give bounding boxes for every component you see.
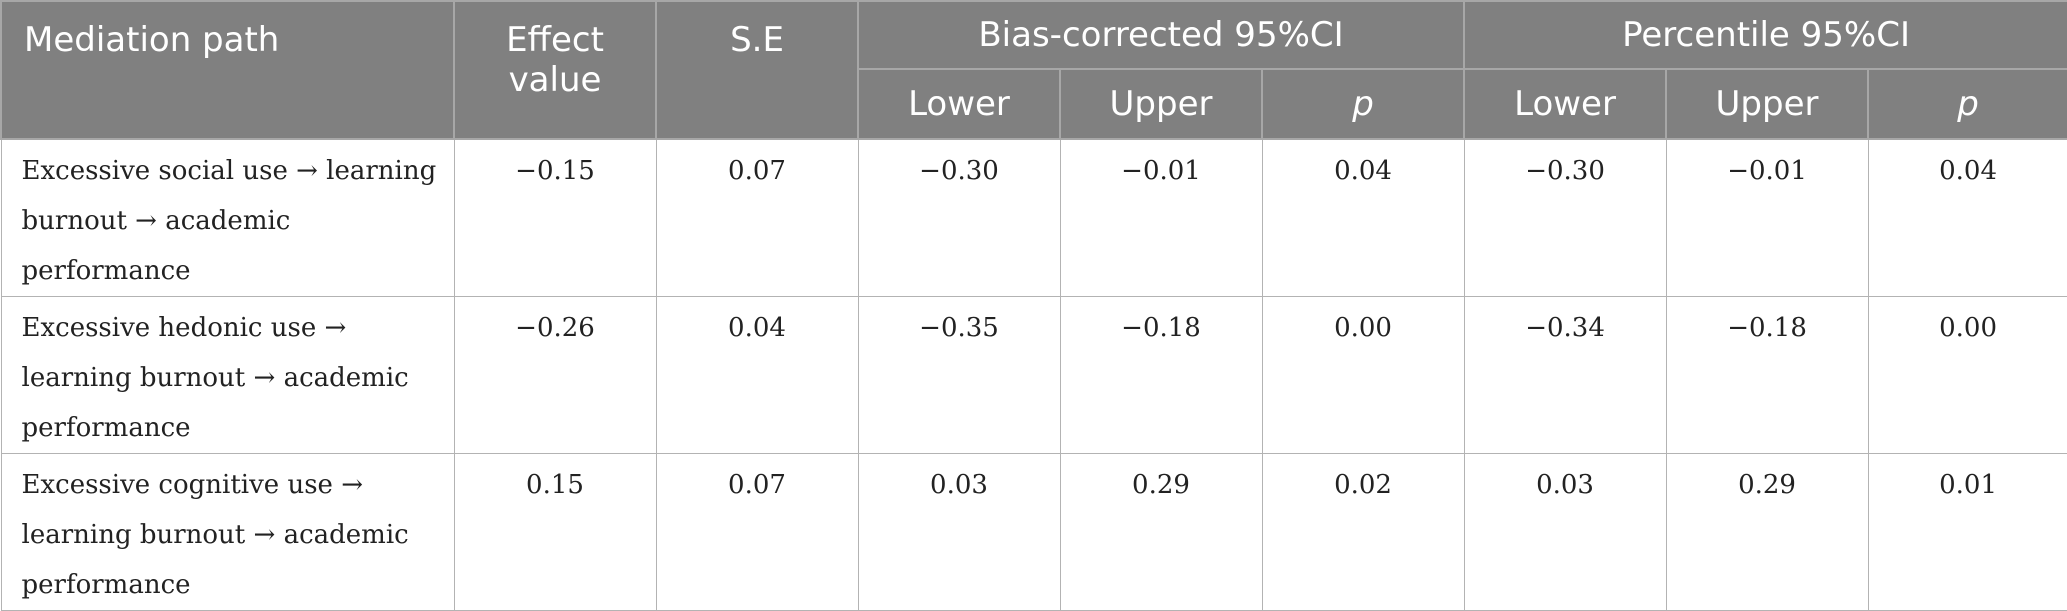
header-percentile-ci: Percentile 95%CI — [1463, 0, 2067, 70]
cell-bc-p: 0.00 — [1261, 296, 1465, 454]
table-row: Excessive cognitive use → learning burno… — [0, 453, 2067, 611]
cell-pc-upper: −0.01 — [1665, 138, 1869, 297]
cell-pc-upper: 0.29 — [1665, 453, 1869, 611]
cell-pc-lower: −0.30 — [1463, 138, 1667, 297]
cell-effect-value: −0.26 — [453, 296, 657, 454]
table-body: Excessive social use → learning burnout … — [0, 138, 2067, 611]
header-pc-lower: Lower — [1463, 68, 1668, 140]
cell-bc-upper: −0.18 — [1059, 296, 1263, 454]
cell-pc-p: 0.00 — [1867, 296, 2067, 454]
header-bias-corrected-ci: Bias-corrected 95%CI — [856, 0, 1466, 70]
header-bc-p: p — [1260, 68, 1466, 140]
table-row: Excessive hedonic use → learning burnout… — [0, 296, 2067, 454]
cell-pc-p: 0.04 — [1867, 138, 2067, 297]
cell-pc-p: 0.01 — [1867, 453, 2067, 611]
header-bc-lower: Lower — [857, 68, 1061, 140]
cell-bc-p: 0.02 — [1261, 453, 1465, 611]
cell-bc-upper: 0.29 — [1059, 453, 1263, 611]
cell-effect-value: −0.15 — [453, 138, 657, 297]
cell-bc-lower: 0.03 — [857, 453, 1061, 611]
cell-se: 0.07 — [655, 453, 859, 611]
cell-pc-upper: −0.18 — [1665, 296, 1869, 454]
cell-se: 0.04 — [655, 296, 859, 454]
cell-mediation-path: Excessive hedonic use → learning burnout… — [0, 296, 455, 454]
cell-mediation-path: Excessive social use → learning burnout … — [0, 138, 455, 297]
table-header: Mediation path Effect value S.E Bias-cor… — [0, 0, 2067, 140]
header-pc-upper: Upper — [1665, 68, 1870, 140]
cell-pc-lower: −0.34 — [1463, 296, 1667, 454]
header-bc-upper: Upper — [1059, 68, 1263, 140]
header-pc-p: p — [1867, 68, 2067, 140]
header-effect-value: Effect value — [453, 0, 657, 140]
header-mediation-path: Mediation path — [0, 0, 455, 140]
cell-bc-lower: −0.35 — [857, 296, 1061, 454]
cell-pc-lower: 0.03 — [1463, 453, 1667, 611]
cell-bc-upper: −0.01 — [1059, 138, 1263, 297]
header-se: S.E — [655, 0, 859, 140]
table-row: Excessive social use → learning burnout … — [0, 138, 2067, 297]
cell-bc-lower: −0.30 — [857, 138, 1061, 297]
cell-bc-p: 0.04 — [1261, 138, 1465, 297]
cell-mediation-path: Excessive cognitive use → learning burno… — [0, 453, 455, 611]
cell-se: 0.07 — [655, 138, 859, 297]
cell-effect-value: 0.15 — [453, 453, 657, 611]
